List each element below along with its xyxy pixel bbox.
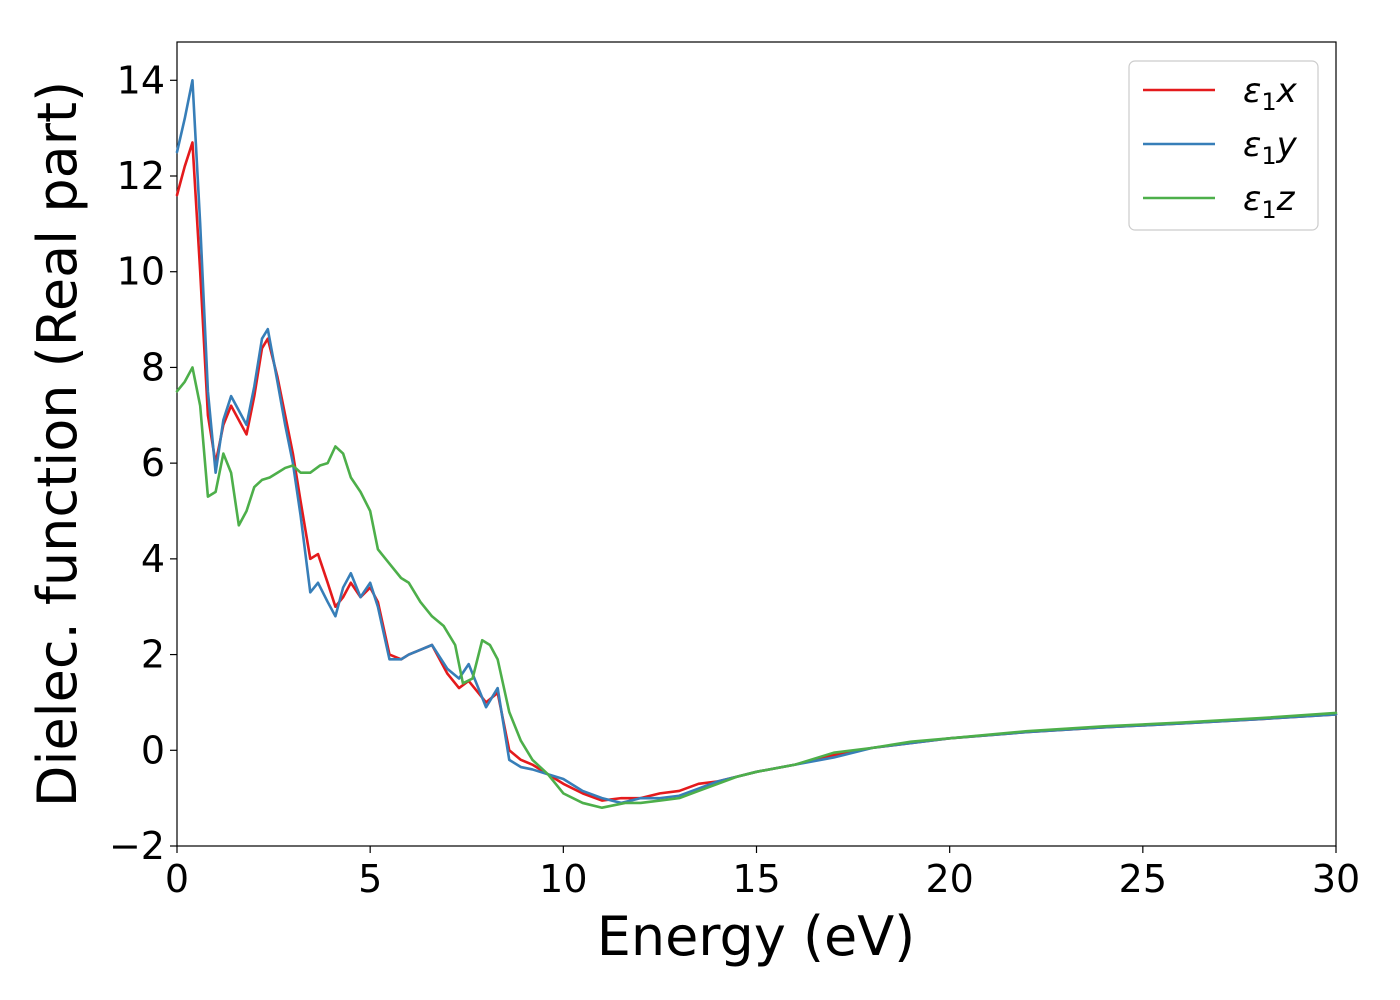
y-tick-label: 10	[117, 250, 165, 294]
series-line-z	[175, 366, 1338, 810]
legend-box	[1128, 60, 1319, 231]
y-tick-label: 12	[117, 154, 165, 198]
y-tick-label: 8	[141, 345, 165, 389]
legend-label-z: ε1z	[1243, 179, 1296, 224]
series-line-x	[175, 141, 1338, 802]
y-tick-label: 0	[141, 728, 165, 772]
x-axis-label: Energy (eV)	[597, 905, 916, 968]
y-tick-label: 14	[117, 58, 165, 102]
legend-label-x: ε1x	[1243, 71, 1298, 116]
x-tick-label: 30	[1312, 857, 1360, 901]
y-tick-label: 6	[141, 441, 165, 485]
y-tick-label: 4	[141, 537, 165, 581]
x-tick-label: 15	[732, 857, 780, 901]
y-tick-label: −2	[109, 824, 165, 868]
x-tick-label: 0	[165, 857, 189, 901]
legend-label-y: ε1y	[1243, 125, 1298, 170]
x-tick-label: 20	[925, 857, 973, 901]
legend: ε1x ε1y ε1z	[1128, 60, 1319, 231]
y-tick-label: 2	[141, 633, 165, 677]
y-axis-label: Dielec. function (Real part)	[26, 81, 89, 807]
series-layer	[175, 78, 1338, 810]
x-axis-ticks: 0 5 10 15 20 25 30	[165, 846, 1360, 901]
y-axis-ticks: −2 0 2 4 6 8 10 12 14	[109, 58, 177, 868]
x-tick-label: 5	[358, 857, 382, 901]
x-tick-label: 10	[539, 857, 587, 901]
x-tick-label: 25	[1119, 857, 1167, 901]
